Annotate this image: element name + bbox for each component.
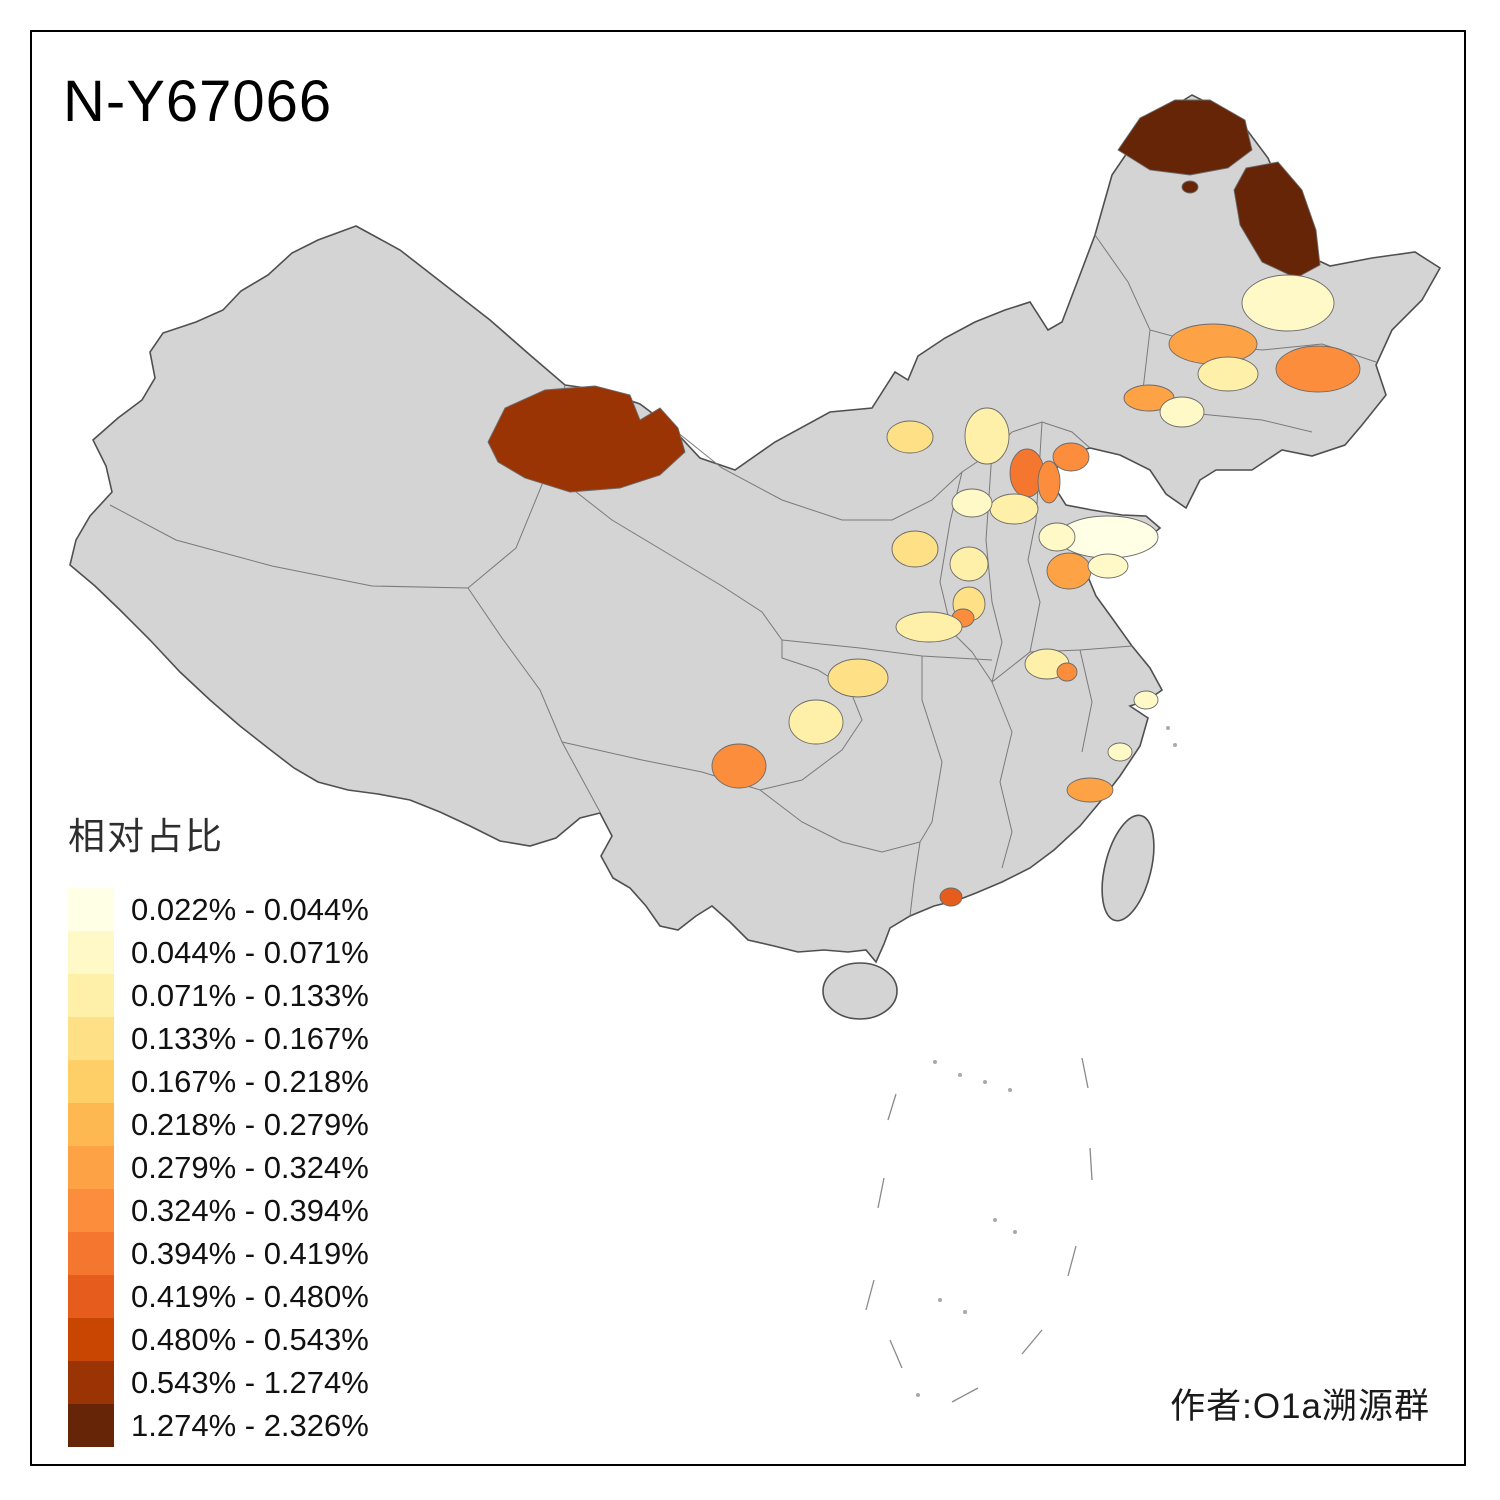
region-patch — [1197, 356, 1259, 392]
legend-item-label: 0.324% - 0.394% — [131, 1192, 369, 1228]
region-patch — [939, 887, 963, 907]
region-patch — [886, 420, 934, 454]
legend-swatch — [68, 1189, 114, 1232]
legend-swatch — [68, 1275, 114, 1318]
legend-item-label: 0.133% - 0.167% — [131, 1020, 369, 1056]
region-patch — [891, 530, 939, 568]
south-china-sea-dashes — [865, 726, 1177, 1403]
legend-item: 0.133% - 0.167% — [68, 1017, 428, 1060]
region-patch — [1056, 662, 1078, 682]
page-title: N-Y67066 — [63, 69, 333, 134]
legend-item-label: 0.394% - 0.419% — [131, 1235, 369, 1271]
legend-item: 0.419% - 0.480% — [68, 1275, 428, 1318]
region-patch — [964, 407, 1010, 465]
legend-item-label: 1.274% - 2.326% — [131, 1407, 369, 1443]
legend-item-label: 0.543% - 1.274% — [131, 1364, 369, 1400]
region-patch — [487, 385, 686, 493]
legend-item: 0.279% - 0.324% — [68, 1146, 428, 1189]
region-patch — [1117, 99, 1253, 176]
legend-swatch — [68, 888, 114, 931]
region-patch — [1066, 777, 1114, 803]
legend-item: 0.394% - 0.419% — [68, 1232, 428, 1275]
legend: 相对占比 0.022% - 0.044% 0.044% - 0.071% 0.071… — [68, 806, 428, 1447]
region-patch — [949, 546, 989, 582]
taiwan-island — [1101, 814, 1155, 922]
region-patch — [711, 743, 767, 789]
region-patch — [1133, 690, 1159, 710]
region-patch — [1275, 345, 1361, 393]
legend-item-label: 0.279% - 0.324% — [131, 1149, 369, 1185]
legend-item-label: 0.167% - 0.218% — [131, 1063, 369, 1099]
legend-item-label: 0.218% - 0.279% — [131, 1106, 369, 1142]
legend-item: 0.044% - 0.071% — [68, 931, 428, 974]
region-patch — [951, 488, 993, 518]
legend-swatch — [68, 1404, 114, 1447]
legend-item: 0.480% - 0.543% — [68, 1318, 428, 1361]
legend-swatch — [68, 1361, 114, 1404]
region-patch — [1052, 442, 1090, 472]
legend-item-label: 0.044% - 0.071% — [131, 934, 369, 970]
legend-swatch — [68, 974, 114, 1017]
legend-item: 0.167% - 0.218% — [68, 1060, 428, 1103]
colored-regions — [487, 99, 1361, 907]
legend-items: 0.022% - 0.044% 0.044% - 0.071% 0.071% - 0… — [68, 888, 428, 1447]
region-patch — [1038, 522, 1076, 552]
region-patch — [1241, 274, 1335, 332]
region-patch — [1159, 396, 1205, 428]
region-patch — [895, 611, 963, 643]
legend-item: 0.543% - 1.274% — [68, 1361, 428, 1404]
region-patch — [1046, 552, 1092, 590]
legend-title: 相对占比 — [68, 816, 224, 857]
legend-item-label: 0.071% - 0.133% — [131, 977, 369, 1013]
legend-swatch — [68, 1232, 114, 1275]
legend-item-label: 0.480% - 0.543% — [131, 1321, 369, 1357]
legend-item-label: 0.022% - 0.044% — [131, 891, 369, 927]
legend-swatch — [68, 1017, 114, 1060]
author-credit: 作者:O1a溯源群 — [1170, 1387, 1430, 1426]
region-patch — [1037, 460, 1061, 504]
legend-swatch — [68, 1103, 114, 1146]
hainan-island — [822, 962, 898, 1020]
china-mainland-outline — [69, 94, 1442, 964]
legend-swatch — [68, 1060, 114, 1103]
legend-item: 0.071% - 0.133% — [68, 974, 428, 1017]
region-patch — [989, 493, 1039, 525]
region-patch — [1107, 742, 1133, 762]
legend-swatch — [68, 931, 114, 974]
legend-item-label: 0.419% - 0.480% — [131, 1278, 369, 1314]
region-patch — [1087, 553, 1129, 579]
legend-item: 1.274% - 2.326% — [68, 1404, 428, 1447]
legend-item: 0.218% - 0.279% — [68, 1103, 428, 1146]
region-patch — [1168, 323, 1258, 365]
region-patch — [827, 658, 889, 698]
legend-swatch — [68, 1318, 114, 1361]
legend-swatch — [68, 1146, 114, 1189]
legend-item: 0.022% - 0.044% — [68, 888, 428, 931]
region-patch — [1233, 161, 1321, 279]
region-patch — [788, 699, 844, 745]
region-patch — [1181, 180, 1199, 194]
legend-item: 0.324% - 0.394% — [68, 1189, 428, 1232]
